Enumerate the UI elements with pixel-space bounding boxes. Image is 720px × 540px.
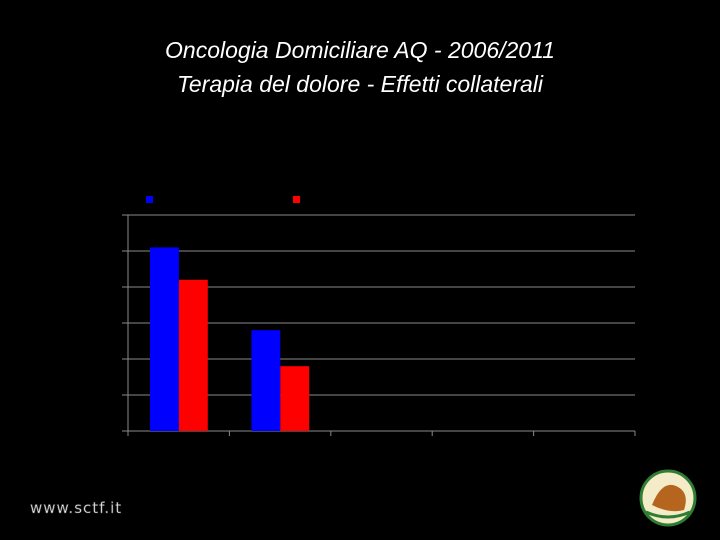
logo	[639, 469, 697, 527]
legend-swatch	[146, 196, 153, 203]
bar	[251, 330, 281, 431]
logo-eagle	[652, 484, 686, 512]
bar	[178, 279, 208, 431]
chart-title: Oncologia Domiciliare AQ - 2006/2011	[165, 37, 555, 63]
chart-subtitle: Terapia del dolore - Effetti collaterali	[177, 71, 544, 97]
bar	[280, 366, 310, 431]
footer-url: www.sctf.it	[30, 499, 122, 517]
legend-swatch	[293, 196, 300, 203]
bar	[150, 247, 179, 431]
logo-ribbon	[645, 510, 691, 519]
